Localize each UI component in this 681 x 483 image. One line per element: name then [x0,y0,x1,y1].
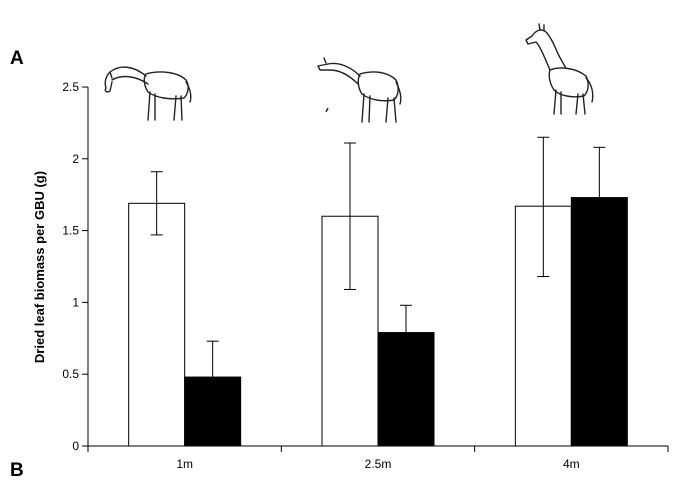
y-axis-title: Dried leaf biomass per GBU (g) [32,171,47,363]
x-tick-label: 2.5m [365,457,392,471]
bar-black [184,376,242,447]
giraffe-browsing-high-icon [525,23,594,115]
bar-white [128,202,186,447]
giraffe-browsing-low-icon [104,66,192,121]
y-ticks: 0 0.5 1 1.5 2 2.5 [62,80,88,453]
y-tick-label: 2.5 [62,80,79,94]
bars [128,197,628,447]
y-tick-label: 1.5 [62,224,79,238]
y-tick-label: 0 [72,439,79,453]
bar-black [377,332,435,447]
y-tick-label: 1 [72,295,79,309]
x-ticks [87,446,669,452]
y-tick-label: 2 [72,152,79,166]
error-bars [150,136,606,378]
y-tick-label: 0.5 [62,367,79,381]
x-tick-label: 4m [563,457,580,471]
bar-black [570,197,628,447]
stray-mark [325,107,329,113]
giraffe-browsing-mid-icon [317,57,402,123]
panel-label-a: A [10,48,24,69]
x-tick-labels: 1m 2.5m 4m [176,457,579,471]
x-tick-label: 1m [176,457,193,471]
panel-label-b: B [10,460,24,481]
